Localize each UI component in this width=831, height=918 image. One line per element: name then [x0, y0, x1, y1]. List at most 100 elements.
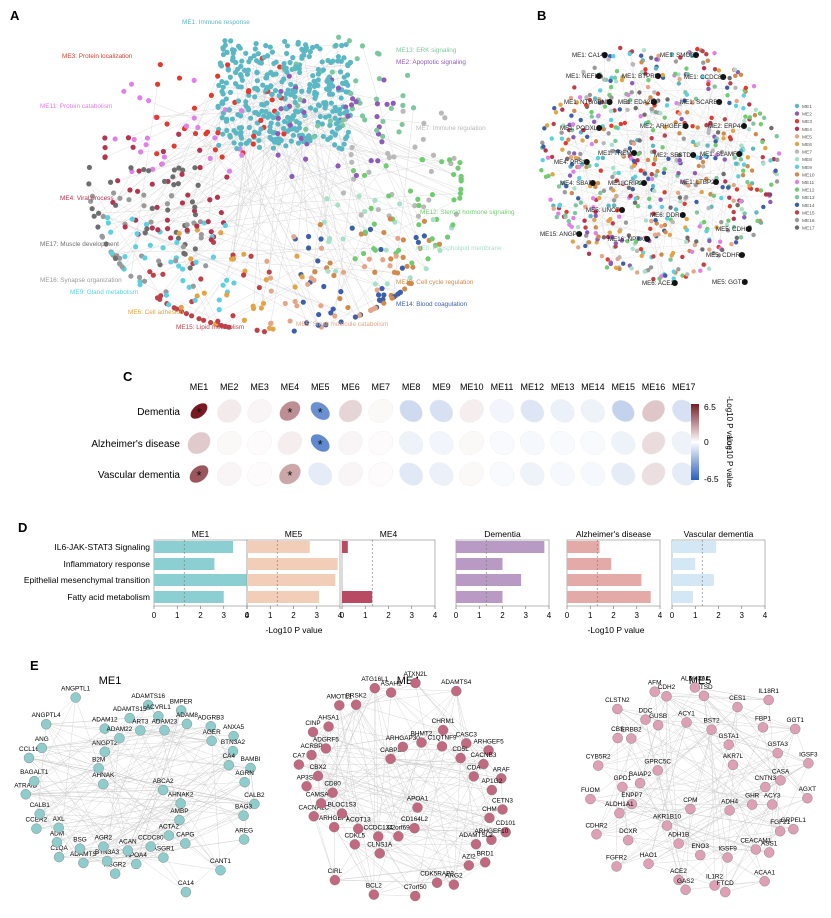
network-node: [328, 118, 333, 123]
gene-label: CDK5RAP3: [420, 871, 454, 878]
network-node: [193, 260, 198, 265]
gene-label: ADH4: [721, 798, 738, 805]
gene-node: [54, 852, 64, 862]
gene-node: [723, 852, 733, 862]
network-node: [300, 274, 305, 279]
network-node: [750, 168, 754, 172]
network-node: [303, 127, 308, 132]
network-node: [450, 222, 455, 227]
legend-label: ME14: [802, 203, 815, 209]
network-edge: [42, 748, 251, 768]
network-node: [224, 96, 229, 101]
gene-node: [324, 722, 334, 732]
network-edge: [374, 688, 375, 894]
network-node: [587, 252, 591, 256]
gene-node: [449, 880, 459, 890]
network-node: [137, 275, 142, 280]
network-node: [238, 46, 243, 51]
gene-node: [760, 782, 770, 792]
network-node: [420, 157, 425, 162]
tick-label: 2: [611, 611, 616, 620]
network-node: [439, 159, 444, 164]
network-node: [754, 132, 758, 136]
network-node: [293, 100, 298, 105]
heatmap-cell: [546, 457, 580, 490]
network-node: [619, 122, 623, 126]
network-edge: [335, 743, 422, 881]
network-node: [375, 158, 380, 163]
gene-label: CHM: [482, 806, 497, 813]
network-node: [614, 194, 618, 198]
network-node: [168, 259, 173, 264]
network-node: [220, 91, 225, 96]
heatmap-cell: [243, 394, 277, 427]
network-node: [678, 195, 682, 199]
network-node: [367, 257, 372, 262]
network-node: [366, 170, 371, 175]
network-node: [148, 219, 153, 224]
network-node: [346, 130, 351, 135]
heatmap-cell: [576, 457, 610, 490]
network-node: [650, 172, 654, 176]
network-node: [341, 190, 346, 195]
network-node: [168, 235, 173, 240]
network-node: [583, 244, 587, 248]
network-node: [130, 145, 135, 150]
gene-node: [767, 799, 777, 809]
gene-label: CDA: [467, 764, 481, 771]
network-node: [713, 143, 717, 147]
network-node: [279, 106, 284, 111]
gene-node: [353, 824, 363, 834]
gene-label: BST2: [704, 718, 720, 725]
legend-swatch: [795, 104, 799, 108]
network-node: [105, 215, 110, 220]
network-node: [648, 205, 652, 209]
network-node: [652, 90, 656, 94]
gene-node: [35, 809, 45, 819]
heatmap-cell: [637, 458, 670, 490]
group-title: ME1: [192, 529, 210, 539]
network-node: [299, 89, 304, 94]
gene-label: ACOT13: [346, 817, 371, 824]
network-node: [678, 199, 682, 203]
network-node: [386, 193, 391, 198]
heatmap-cell: [394, 427, 427, 460]
gene-node: [635, 778, 645, 788]
gene-label: CNTN3: [755, 775, 777, 782]
legend-label: ME12: [802, 188, 815, 194]
network-node: [663, 115, 667, 119]
network-node: [611, 166, 615, 170]
network-node: [169, 193, 174, 198]
gene-label: ANGPTL1: [61, 686, 91, 693]
network-node: [239, 108, 244, 113]
network-node: [270, 50, 275, 55]
gene-node: [313, 771, 323, 781]
network-node: [311, 79, 316, 84]
heatmap-row-label: Alzheimer's disease: [91, 439, 180, 450]
network-node: [258, 126, 263, 131]
network-node: [541, 158, 545, 162]
gene-node: [585, 794, 595, 804]
legend-swatch: [795, 218, 799, 222]
network-node: [660, 145, 664, 149]
network-node: [685, 93, 689, 97]
network-node: [120, 264, 125, 269]
network-node: [345, 114, 350, 119]
network-node: [306, 245, 311, 250]
gene-label: ACY1: [678, 710, 695, 717]
network-node: [707, 267, 711, 271]
network-node: [220, 154, 225, 159]
network-node: [707, 239, 711, 243]
network-node: [328, 80, 333, 85]
network-node: [164, 121, 169, 126]
heatmap-cell: [546, 395, 579, 428]
network-node: [431, 153, 436, 158]
network-node: [609, 118, 613, 122]
network-node: [141, 193, 146, 198]
gene-node: [484, 813, 494, 823]
network-node: [293, 66, 298, 71]
network-node: [138, 149, 143, 154]
network-node: [192, 205, 197, 210]
network-node: [758, 111, 762, 115]
